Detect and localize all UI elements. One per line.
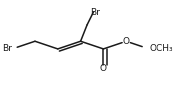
Text: O: O	[100, 64, 107, 73]
Text: Br: Br	[2, 44, 12, 53]
Text: O: O	[123, 37, 130, 46]
Text: Br: Br	[90, 8, 100, 17]
Text: OCH₃: OCH₃	[149, 44, 173, 53]
